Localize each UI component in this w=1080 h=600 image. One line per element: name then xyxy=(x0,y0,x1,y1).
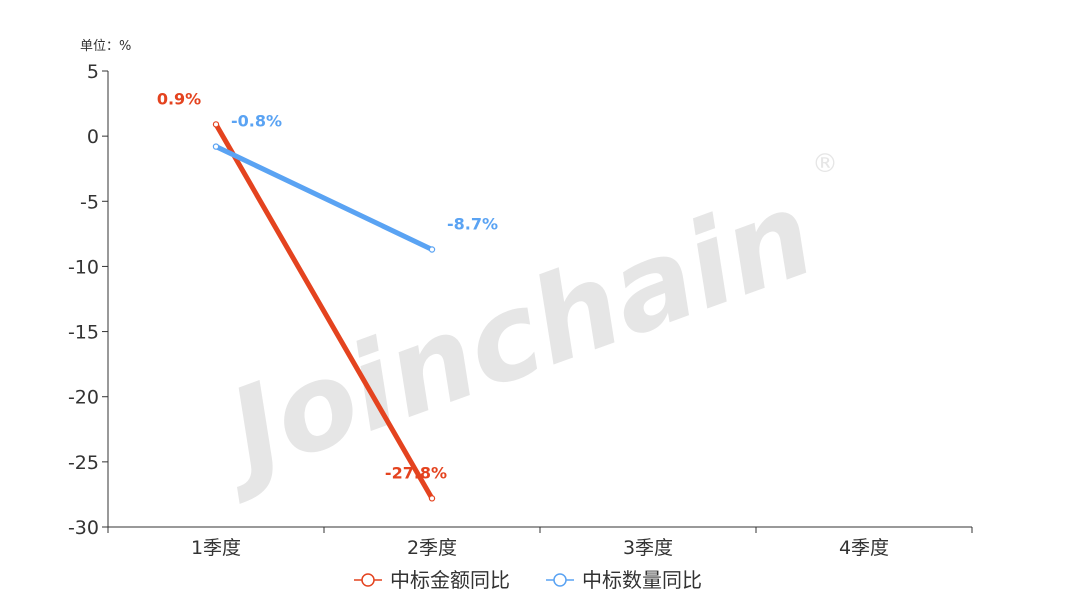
legend-item-2[interactable]: 中标数量同比 xyxy=(546,568,702,592)
y-tick-label: -15 xyxy=(68,322,99,344)
legend[interactable]: 中标金额同比 中标数量同比 xyxy=(354,568,702,592)
watermark-text: Joinchain xyxy=(194,164,831,508)
x-tick-label: 1季度 xyxy=(191,537,241,559)
axes: 5 0 -5 -10 -15 -20 -25 -30 1季度 2季度 3季度 4季度 xyxy=(68,61,973,559)
legend-label: 中标数量同比 xyxy=(582,568,702,592)
series-point-1 xyxy=(428,495,436,502)
x-tick-label: 3季度 xyxy=(623,537,673,559)
watermark: Joinchain xyxy=(194,164,831,508)
x-tick-label: 4季度 xyxy=(839,537,889,559)
legend-item-1[interactable]: 中标金额同比 xyxy=(354,568,510,592)
series-line-1 xyxy=(213,121,435,501)
y-tick-label: -5 xyxy=(80,191,99,213)
legend-circle-icon xyxy=(553,573,567,587)
data-label-series-2: -8.7% xyxy=(447,214,498,233)
series-line-2 xyxy=(213,144,435,252)
data-label-series-2: -0.8% xyxy=(231,112,282,131)
legend-label: 中标金额同比 xyxy=(390,568,510,592)
y-tick-label: -25 xyxy=(68,452,99,474)
series-point-2 xyxy=(212,143,220,150)
y-tick-label: 0 xyxy=(87,126,99,148)
watermark-registered-mark: ® xyxy=(812,149,838,179)
y-tick-label: -10 xyxy=(68,256,99,278)
series-point-2 xyxy=(428,246,436,253)
y-tick-label: -20 xyxy=(68,387,99,409)
y-tick-label: 5 xyxy=(87,61,99,83)
y-tick-label: -30 xyxy=(68,517,99,539)
y-axis-unit-label: 单位：% xyxy=(80,39,131,54)
data-labels: 0.9% -27.8% -0.8% -8.7% xyxy=(157,89,498,482)
series-point-1 xyxy=(212,121,220,128)
legend-circle-icon xyxy=(361,573,375,587)
series-layer xyxy=(212,121,436,502)
data-label-series-1: -27.8% xyxy=(385,463,447,482)
data-label-series-1: 0.9% xyxy=(157,89,201,108)
x-tick-label: 2季度 xyxy=(407,537,457,559)
